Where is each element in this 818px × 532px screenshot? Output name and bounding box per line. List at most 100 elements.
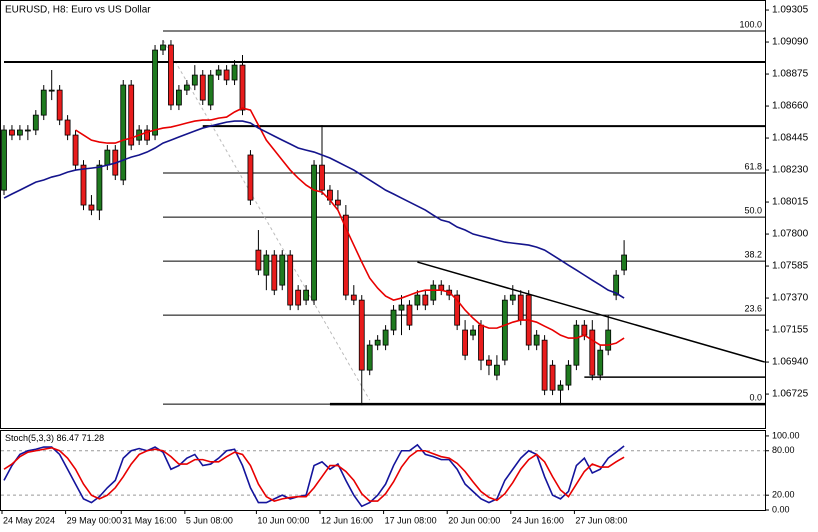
stoch-d-value: 71.28 bbox=[82, 433, 105, 443]
candle-body bbox=[152, 49, 158, 136]
candle-body bbox=[350, 294, 357, 301]
fib-label: 61.8 bbox=[744, 161, 762, 171]
candle-body bbox=[374, 339, 381, 346]
candle-body bbox=[319, 164, 325, 191]
candle-body bbox=[183, 84, 190, 91]
candle-body bbox=[32, 114, 39, 131]
candle-body bbox=[88, 204, 95, 211]
candle-body bbox=[493, 364, 500, 376]
candle-body bbox=[581, 324, 588, 336]
main-panel bbox=[0, 0, 766, 429]
candle-body bbox=[414, 294, 421, 306]
candle-body bbox=[40, 89, 47, 116]
candle-body bbox=[549, 364, 556, 391]
candle-body bbox=[279, 254, 286, 286]
candle-body bbox=[517, 294, 524, 321]
candle-body bbox=[223, 69, 230, 81]
y-tick-label: 80.00 bbox=[772, 445, 795, 455]
candle-body bbox=[613, 274, 620, 296]
candle-body bbox=[263, 254, 270, 276]
fib-label: 50.0 bbox=[744, 205, 762, 215]
candle-body bbox=[557, 384, 564, 391]
candle-body bbox=[533, 334, 540, 346]
stoch-panel bbox=[0, 430, 766, 511]
series-line bbox=[75, 107, 625, 346]
stoch-k-value: 86.47 bbox=[57, 433, 80, 443]
fib-label: 100.0 bbox=[739, 19, 762, 29]
candle-body bbox=[334, 199, 341, 206]
candle-body bbox=[48, 89, 55, 92]
candle-body bbox=[207, 74, 214, 106]
plot: 1.09305 1.09090 1.08875 1.08660 1.08445 1.082… bbox=[1, 5, 809, 525]
y-tick-label: 1.06725 bbox=[772, 389, 809, 400]
candle-body bbox=[597, 349, 604, 376]
candle-body bbox=[398, 304, 405, 311]
x-tick-label: 31 May 16:00 bbox=[122, 515, 177, 525]
trendline bbox=[417, 261, 766, 363]
candle-body bbox=[478, 324, 484, 361]
y-tick-label: 1.08015 bbox=[772, 197, 809, 208]
y-tick-label: 1.08445 bbox=[772, 133, 809, 144]
series-line bbox=[3, 120, 625, 299]
candle-body bbox=[1, 129, 7, 191]
x-tick-label: 12 Jun 16:00 bbox=[321, 515, 373, 525]
y-tick-label: 20.00 bbox=[772, 490, 795, 500]
candle-body bbox=[295, 289, 302, 306]
candle-body bbox=[501, 299, 508, 361]
candle-body bbox=[72, 134, 79, 166]
candle-body bbox=[64, 119, 71, 136]
candle-body bbox=[565, 364, 572, 386]
candle-body bbox=[168, 44, 174, 106]
x-tick-label: 10 Jun 00:00 bbox=[257, 515, 309, 525]
candle-body bbox=[271, 254, 278, 291]
candle-body bbox=[486, 359, 492, 366]
candle-body bbox=[160, 44, 166, 51]
y-tick-label: 1.08660 bbox=[772, 101, 809, 112]
x-tick-label: 24 May 2024 bbox=[3, 515, 55, 525]
candle-body bbox=[621, 254, 627, 271]
candle-body bbox=[390, 309, 397, 331]
y-tick-label: 1.09090 bbox=[772, 37, 809, 48]
candle-body bbox=[406, 304, 413, 326]
candle-body bbox=[462, 329, 469, 356]
candle-body bbox=[470, 329, 476, 336]
candle-body bbox=[589, 329, 596, 376]
candle-body bbox=[231, 64, 238, 81]
candle-body bbox=[509, 294, 516, 301]
candle-body bbox=[24, 129, 31, 132]
y-tick-label: 1.06940 bbox=[772, 357, 809, 368]
candle-body bbox=[56, 89, 63, 121]
candle-body bbox=[175, 89, 182, 106]
stoch-title: Stoch(5,3,3) 86.47 71.28 bbox=[5, 433, 104, 443]
series-line bbox=[3, 446, 625, 502]
candle-body bbox=[144, 129, 151, 141]
fib-label: 0.0 bbox=[749, 393, 762, 403]
fib-label: 23.6 bbox=[744, 304, 762, 314]
candle-body bbox=[422, 294, 429, 306]
series-line bbox=[3, 443, 625, 508]
candle-body bbox=[191, 74, 198, 86]
candle-body bbox=[605, 329, 612, 351]
y-tick-label: 1.08230 bbox=[772, 165, 809, 176]
x-tick-label: 5 Jun 08:00 bbox=[186, 515, 233, 525]
candle-body bbox=[541, 339, 548, 391]
candle-body bbox=[104, 149, 111, 166]
candle-body bbox=[366, 344, 373, 371]
candle-body bbox=[215, 69, 222, 76]
candle-body bbox=[382, 329, 389, 346]
y-tick-label: 1.07155 bbox=[772, 325, 809, 336]
candle-body bbox=[311, 164, 317, 301]
candle-body bbox=[358, 299, 365, 371]
candle-body bbox=[573, 324, 580, 366]
candle-body bbox=[80, 164, 87, 206]
x-tick-label: 29 May 00:00 bbox=[67, 515, 122, 525]
y-tick-label: 1.07585 bbox=[772, 261, 809, 272]
x-tick-label: 17 Jun 08:00 bbox=[385, 515, 437, 525]
y-tick-label: 1.07800 bbox=[772, 229, 809, 240]
x-tick-label: 24 Jun 16:00 bbox=[512, 515, 564, 525]
candle-body bbox=[199, 74, 206, 101]
chart-title: EURUSD, H8: Euro vs US Dollar bbox=[5, 5, 151, 16]
candle-body bbox=[128, 84, 135, 146]
candle-body bbox=[247, 154, 254, 201]
